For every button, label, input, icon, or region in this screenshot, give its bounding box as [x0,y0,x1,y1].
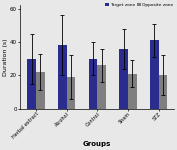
Bar [97,65,106,108]
Bar [58,45,67,108]
Y-axis label: Duration (s): Duration (s) [3,38,8,76]
Bar [89,58,97,108]
Bar [119,48,128,108]
Bar [36,72,44,108]
X-axis label: Groups: Groups [83,141,112,147]
Bar [150,40,159,108]
Bar [128,74,136,108]
Bar [27,58,36,108]
Bar [67,77,75,108]
Legend: Target zone, Opposite zone: Target zone, Opposite zone [105,3,173,7]
Bar [159,75,167,108]
